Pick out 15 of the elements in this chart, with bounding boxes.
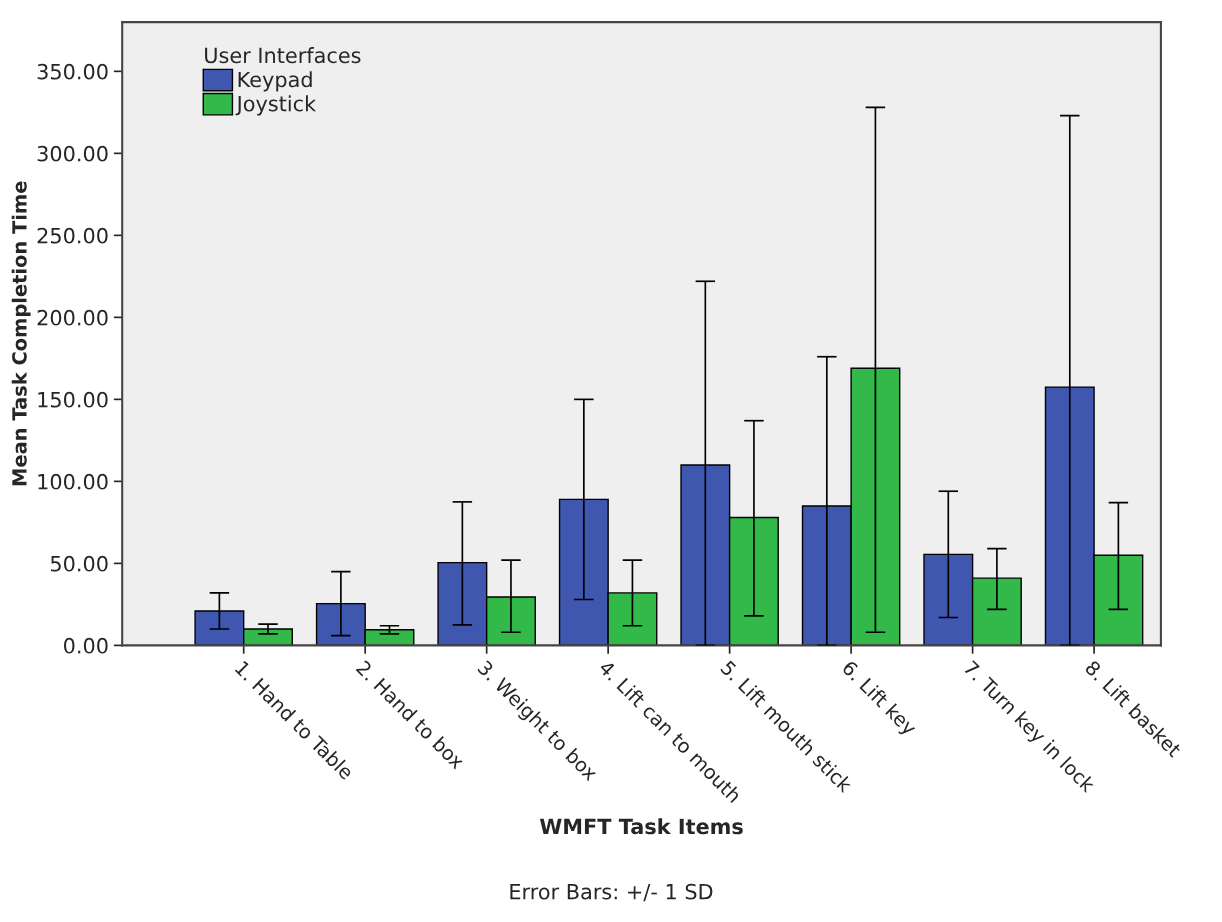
y-tick-label: 300.00 xyxy=(37,145,108,162)
legend-label: Joystick xyxy=(235,95,317,116)
y-tick-label: 250.00 xyxy=(37,227,108,244)
y-tick-label: 150.00 xyxy=(38,391,108,408)
y-tick-label: 350.00 xyxy=(37,63,108,80)
y-tick-label: 100.00 xyxy=(38,473,108,490)
y-tick-label: 0.00 xyxy=(63,637,108,654)
legend-title: User Interfaces xyxy=(205,47,361,64)
y-axis-title: Mean Task Completion Time xyxy=(11,181,31,486)
y-tick-label: 200.00 xyxy=(37,309,108,326)
legend-label: Keypad xyxy=(238,71,312,92)
x-tick-label: 6. Lift key xyxy=(838,659,919,739)
y-tick-label: 50.00 xyxy=(50,555,108,572)
x-axis-title: WMFT Task Items xyxy=(539,818,743,835)
text: Error Bars: +/- 1 SD xyxy=(510,883,713,902)
